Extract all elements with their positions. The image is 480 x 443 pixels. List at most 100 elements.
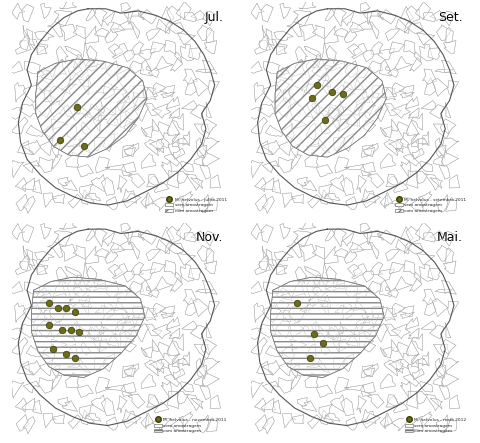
Polygon shape [141,154,156,168]
Point [45,322,53,329]
Polygon shape [168,108,180,118]
Polygon shape [182,132,190,146]
Polygon shape [346,335,358,347]
Polygon shape [191,398,203,409]
Polygon shape [429,178,442,188]
Polygon shape [363,143,377,156]
Polygon shape [15,41,31,54]
Polygon shape [199,166,210,179]
Polygon shape [144,360,158,376]
Polygon shape [193,78,208,96]
Polygon shape [344,281,358,298]
Polygon shape [9,282,23,294]
Polygon shape [304,152,318,167]
Polygon shape [43,413,57,428]
Polygon shape [159,306,174,317]
Polygon shape [122,413,141,428]
Polygon shape [19,324,36,338]
Polygon shape [78,299,89,315]
Polygon shape [384,286,390,291]
Polygon shape [380,127,386,136]
Polygon shape [291,194,303,203]
Polygon shape [103,133,114,152]
Polygon shape [352,241,372,250]
Polygon shape [205,102,211,117]
Polygon shape [390,418,409,431]
Polygon shape [279,3,290,19]
Polygon shape [295,267,307,284]
Polygon shape [86,59,98,67]
Polygon shape [101,398,115,416]
Polygon shape [122,92,130,102]
Polygon shape [270,277,384,377]
Polygon shape [94,137,106,151]
Polygon shape [124,325,136,336]
Polygon shape [352,300,366,313]
Polygon shape [54,231,72,246]
Polygon shape [144,140,158,155]
Polygon shape [312,275,320,288]
Polygon shape [197,365,206,379]
Polygon shape [352,79,366,93]
Polygon shape [361,92,369,102]
Polygon shape [436,245,450,261]
Polygon shape [400,227,412,241]
Polygon shape [306,280,321,300]
Polygon shape [384,324,400,336]
Polygon shape [183,289,197,305]
Polygon shape [172,139,179,148]
Polygon shape [441,231,454,246]
Polygon shape [132,313,140,326]
Polygon shape [159,85,174,96]
Polygon shape [164,40,176,54]
Polygon shape [263,282,279,294]
Point [80,143,87,150]
Polygon shape [276,318,290,338]
Polygon shape [65,267,82,278]
Polygon shape [246,108,262,119]
Polygon shape [385,176,397,187]
Polygon shape [384,88,395,100]
Polygon shape [154,276,172,291]
Polygon shape [325,46,336,64]
Polygon shape [117,67,131,78]
Polygon shape [52,365,60,378]
Polygon shape [98,327,116,336]
Polygon shape [124,143,139,156]
Polygon shape [385,396,397,407]
Polygon shape [327,105,339,119]
Polygon shape [103,82,115,99]
Polygon shape [146,286,151,291]
Point [73,103,81,110]
Polygon shape [143,347,154,358]
Polygon shape [62,400,77,412]
Polygon shape [265,125,282,136]
Polygon shape [68,194,81,208]
Polygon shape [77,385,93,397]
Polygon shape [27,39,37,51]
Polygon shape [302,105,314,121]
Polygon shape [342,354,353,372]
Polygon shape [367,281,382,294]
Polygon shape [276,43,287,54]
Polygon shape [156,368,164,373]
Polygon shape [429,105,443,119]
Polygon shape [24,62,41,74]
Polygon shape [356,96,368,110]
Polygon shape [169,416,183,431]
Polygon shape [52,415,64,424]
Polygon shape [205,323,211,338]
Polygon shape [421,352,428,366]
Polygon shape [130,242,139,259]
Polygon shape [345,197,357,210]
Polygon shape [138,269,156,280]
Polygon shape [143,87,157,98]
Polygon shape [22,398,36,410]
Polygon shape [53,280,66,297]
Polygon shape [384,104,400,116]
Polygon shape [314,104,329,118]
Polygon shape [261,225,273,242]
Polygon shape [27,259,37,271]
Polygon shape [380,154,395,168]
Point [308,95,315,102]
